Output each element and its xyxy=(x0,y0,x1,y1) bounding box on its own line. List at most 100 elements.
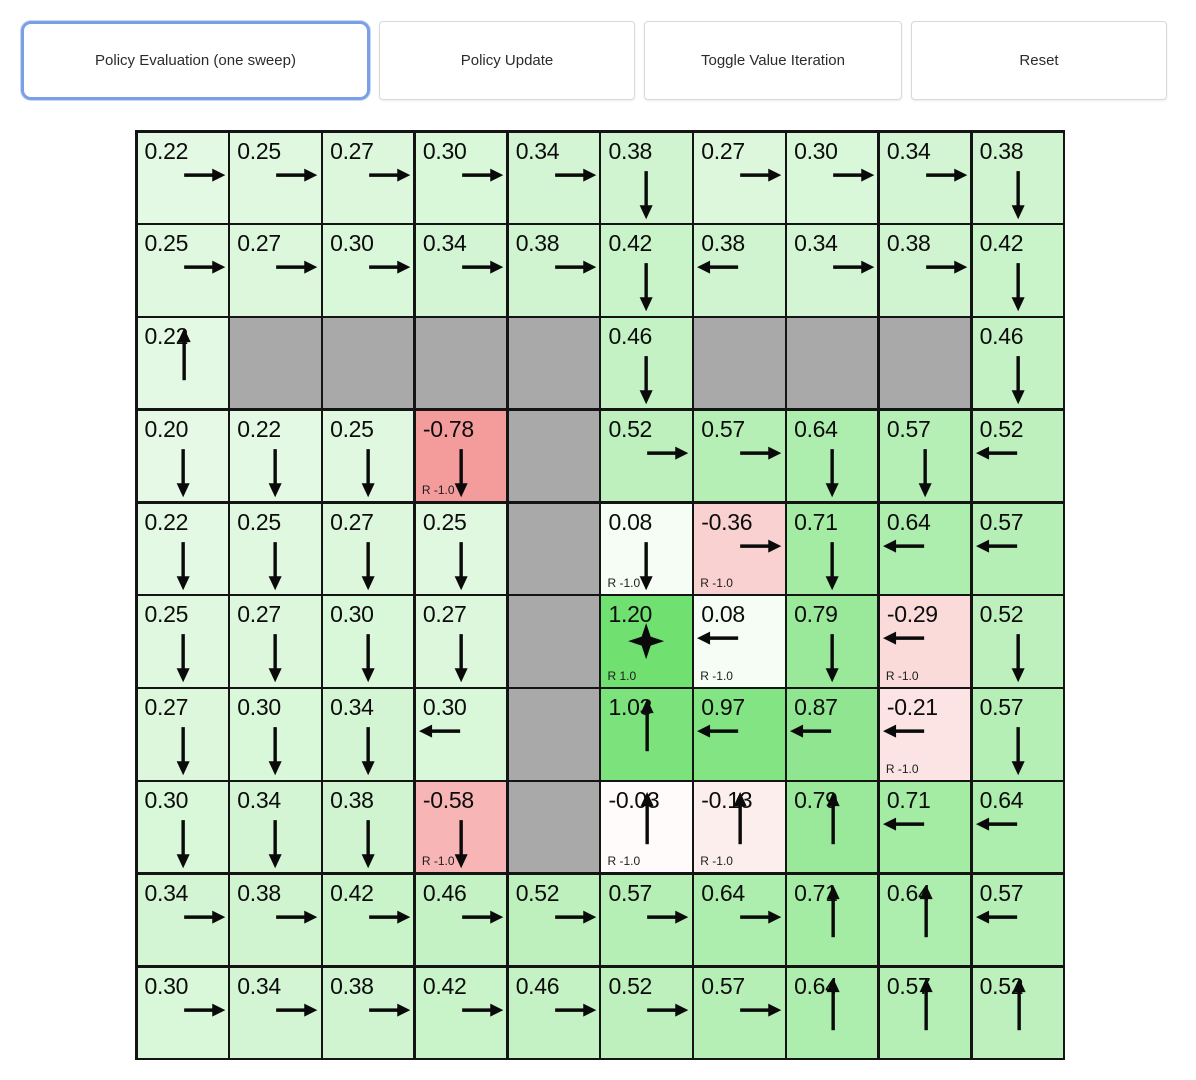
grid-cell: 0.52 xyxy=(601,410,692,502)
cell-reward-label: R -1.0 xyxy=(607,575,641,590)
wall-cell xyxy=(787,318,878,409)
arrow-down-icon xyxy=(361,449,375,498)
arrow-left-icon xyxy=(790,724,832,738)
grid-cell: 0.25 xyxy=(137,596,228,687)
arrow-left-icon xyxy=(975,539,1017,553)
cell-reward-label: R -1.0 xyxy=(607,854,641,869)
grid-cell: 0.57 xyxy=(879,967,971,1058)
grid-cell: 0.08 R -1.0 xyxy=(694,596,785,687)
cell-value: 0.30 xyxy=(422,694,467,721)
cell-value: 0.57 xyxy=(979,508,1024,535)
cell-value: 0.25 xyxy=(237,137,281,164)
arrow-left-icon xyxy=(882,724,925,738)
grid-cell: 0.30 xyxy=(230,689,321,780)
cell-value: 0.34 xyxy=(330,694,374,721)
arrow-down-icon xyxy=(361,634,375,683)
arrow-down-icon xyxy=(640,263,654,312)
cell-value: 0.30 xyxy=(794,137,838,164)
grid-cell: 0.57 xyxy=(601,874,692,966)
cell-reward-label: R 1.0 xyxy=(607,668,637,683)
wall-cell xyxy=(879,318,971,409)
grid-cell: 0.64 xyxy=(879,503,971,594)
arrow-left-icon xyxy=(882,817,925,831)
grid-cell: 0.38 xyxy=(508,225,599,316)
cell-reward-label: R -1.0 xyxy=(700,668,733,683)
arrow-down-icon xyxy=(825,634,839,683)
arrow-down-icon xyxy=(640,170,654,219)
cell-value: 0.25 xyxy=(330,415,374,442)
arrow-right-icon xyxy=(276,168,318,182)
grid-cell: 0.27 xyxy=(415,596,507,687)
grid-cell: 0.64 xyxy=(787,410,878,502)
arrow-up-icon xyxy=(919,977,933,1030)
toggle-value-iteration-button[interactable]: Toggle Value Iteration xyxy=(644,21,902,100)
grid-cell: 0.42 xyxy=(601,225,692,316)
arrow-right-icon xyxy=(926,260,968,274)
cell-value: -0.36 xyxy=(701,508,753,535)
grid-cell: 0.38 xyxy=(323,967,414,1058)
arrow-down-icon xyxy=(176,634,190,683)
grid-cell: 0.27 xyxy=(694,132,785,223)
cell-reward-label: R -1.0 xyxy=(885,761,919,776)
cell-value: 0.25 xyxy=(144,601,189,628)
cell-value: 1.20 xyxy=(608,601,653,628)
cell-value: 0.46 xyxy=(515,972,560,999)
policy-update-button[interactable]: Policy Update xyxy=(379,21,635,100)
arrow-right-icon xyxy=(647,910,689,924)
arrow-right-icon xyxy=(183,168,225,182)
cell-value: 0.57 xyxy=(701,415,745,442)
cell-value: 0.27 xyxy=(330,508,374,535)
cell-value: 0.38 xyxy=(979,137,1024,164)
cell-value: 0.57 xyxy=(608,879,653,906)
policy-evaluation-button[interactable]: Policy Evaluation (one sweep) xyxy=(21,21,370,100)
grid-cell: 0.30 xyxy=(415,689,507,780)
arrow-right-icon xyxy=(276,1003,318,1017)
cell-value: 0.42 xyxy=(608,230,653,257)
reset-button[interactable]: Reset xyxy=(911,21,1167,100)
grid-cell: 0.38 xyxy=(601,132,692,223)
cell-value: 0.57 xyxy=(701,972,745,999)
cell-value: 0.27 xyxy=(144,694,189,721)
grid-cell: 0.79 xyxy=(787,596,878,687)
grid-cell: -0.29 R -1.0 xyxy=(879,596,971,687)
grid-cell: 0.30 xyxy=(323,225,414,316)
arrow-right-icon xyxy=(833,168,875,182)
arrow-right-icon xyxy=(647,1003,689,1017)
cell-value: 0.57 xyxy=(979,879,1024,906)
wall-cell xyxy=(415,318,507,409)
cell-value: 0.27 xyxy=(237,601,281,628)
grid-cell: 0.52 xyxy=(972,596,1063,687)
grid-cell: 0.34 xyxy=(879,132,971,223)
arrow-down-icon xyxy=(268,820,282,869)
arrow-left-icon xyxy=(882,539,925,553)
arrow-down-icon xyxy=(825,541,839,590)
cell-value: 0.34 xyxy=(886,137,931,164)
cell-value: 0.64 xyxy=(794,415,838,442)
cell-value: 0.27 xyxy=(237,230,281,257)
grid-cell: 0.46 xyxy=(972,318,1063,409)
grid-cell: -0.03 R -1.0 xyxy=(601,782,692,873)
cell-value: 0.52 xyxy=(979,601,1024,628)
cell-value: 0.46 xyxy=(608,323,653,350)
cell-value: -0.21 xyxy=(886,694,938,721)
arrow-down-icon xyxy=(825,449,839,498)
arrow-up-icon xyxy=(826,792,840,845)
arrow-down-icon xyxy=(454,634,468,683)
arrow-right-icon xyxy=(740,446,782,460)
cell-value: -0.29 xyxy=(886,601,938,628)
arrow-right-icon xyxy=(740,539,782,553)
arrow-left-icon xyxy=(418,724,461,738)
arrow-down-icon xyxy=(268,634,282,683)
grid-cell: 0.27 xyxy=(323,503,414,594)
grid-cell: -0.58 R -1.0 xyxy=(415,782,507,873)
cell-value: 0.46 xyxy=(979,323,1024,350)
grid-cell: 0.25 xyxy=(230,132,321,223)
cell-reward-label: R -1.0 xyxy=(885,668,919,683)
cell-value: 0.38 xyxy=(237,879,281,906)
arrow-right-icon xyxy=(740,168,782,182)
cell-value: 0.08 xyxy=(608,508,653,535)
arrow-down-icon xyxy=(1011,170,1025,219)
arrow-right-icon xyxy=(369,168,411,182)
arrow-right-icon xyxy=(554,1003,596,1017)
arrow-left-icon xyxy=(697,632,739,646)
